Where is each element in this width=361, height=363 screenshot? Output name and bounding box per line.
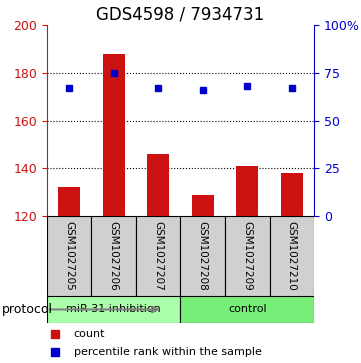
Text: miR-31 inhibition: miR-31 inhibition bbox=[66, 305, 161, 314]
Text: GSM1027210: GSM1027210 bbox=[287, 221, 297, 291]
Text: count: count bbox=[74, 329, 105, 339]
Title: GDS4598 / 7934731: GDS4598 / 7934731 bbox=[96, 6, 265, 24]
Text: percentile rank within the sample: percentile rank within the sample bbox=[74, 347, 261, 357]
FancyBboxPatch shape bbox=[180, 296, 314, 323]
Bar bbox=[58, 187, 80, 216]
FancyBboxPatch shape bbox=[225, 216, 270, 296]
Text: GSM1027206: GSM1027206 bbox=[109, 221, 119, 291]
FancyBboxPatch shape bbox=[47, 296, 180, 323]
Text: GSM1027209: GSM1027209 bbox=[242, 221, 252, 291]
FancyBboxPatch shape bbox=[47, 216, 91, 296]
Text: GSM1027208: GSM1027208 bbox=[198, 221, 208, 291]
Text: control: control bbox=[228, 305, 266, 314]
Text: protocol: protocol bbox=[2, 303, 53, 316]
FancyBboxPatch shape bbox=[91, 216, 136, 296]
FancyBboxPatch shape bbox=[270, 216, 314, 296]
FancyBboxPatch shape bbox=[136, 216, 180, 296]
Text: GSM1027205: GSM1027205 bbox=[64, 221, 74, 291]
FancyBboxPatch shape bbox=[180, 216, 225, 296]
Bar bbox=[280, 173, 303, 216]
Bar bbox=[236, 166, 258, 216]
Bar bbox=[192, 195, 214, 216]
Text: GSM1027207: GSM1027207 bbox=[153, 221, 163, 291]
Bar bbox=[147, 154, 169, 216]
Bar bbox=[103, 54, 125, 216]
